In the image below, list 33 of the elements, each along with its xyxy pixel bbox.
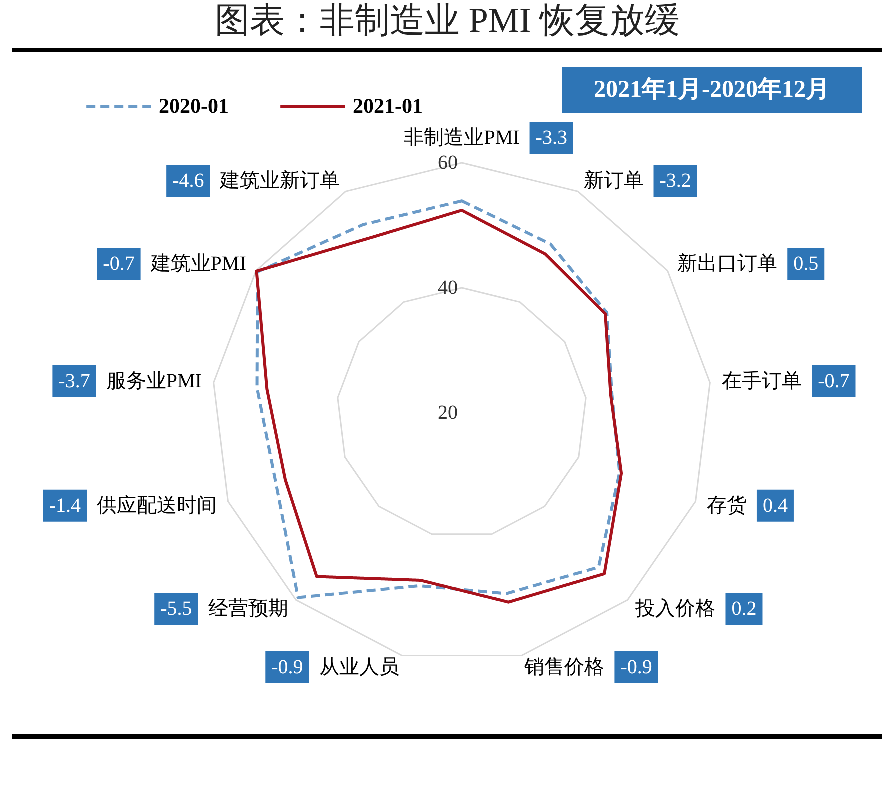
text: 2021年1月-2020年12月 — [594, 76, 830, 103]
legend-label: 2020-01 — [159, 94, 229, 118]
spoke-label: 建筑业PMI — [150, 253, 246, 276]
legend-label: 2021-01 — [353, 94, 423, 118]
text: -0.9 — [620, 656, 652, 678]
chart-title: 图表：非制造业 PMI 恢复放缓 — [215, 1, 680, 40]
text: -1.4 — [49, 494, 82, 517]
text: -0.9 — [272, 656, 304, 678]
spoke-label: 投入价格 — [634, 598, 716, 620]
text: 0.5 — [794, 253, 819, 276]
text: -0.7 — [818, 370, 850, 392]
spoke-label: 建筑业新订单 — [219, 170, 340, 192]
spoke-label: 经营预期 — [208, 598, 288, 620]
y-tick-label: 20 — [438, 402, 458, 424]
spoke-label: 销售价格 — [524, 656, 605, 678]
text: -3.2 — [660, 170, 692, 192]
spoke-label: 供应配送时间 — [97, 494, 218, 517]
spoke-label: 在手订单 — [722, 370, 802, 392]
text: -0.7 — [103, 253, 135, 276]
text: -4.6 — [172, 170, 204, 192]
spoke-label: 从业人员 — [319, 656, 400, 678]
spoke-label: 新出口订单 — [678, 253, 778, 276]
text: -5.5 — [160, 598, 192, 620]
spoke-label: 非制造业PMI — [404, 127, 520, 149]
spoke-label: 存货 — [706, 494, 747, 517]
y-tick-label: 60 — [438, 152, 458, 174]
text: 0.4 — [762, 494, 788, 517]
spoke-label: 新订单 — [584, 170, 644, 192]
text: 0.2 — [732, 598, 757, 620]
spoke-label: 服务业PMI — [106, 370, 202, 392]
text: -3.7 — [58, 370, 90, 392]
y-tick-label: 40 — [438, 277, 458, 299]
text: -3.3 — [536, 127, 568, 149]
